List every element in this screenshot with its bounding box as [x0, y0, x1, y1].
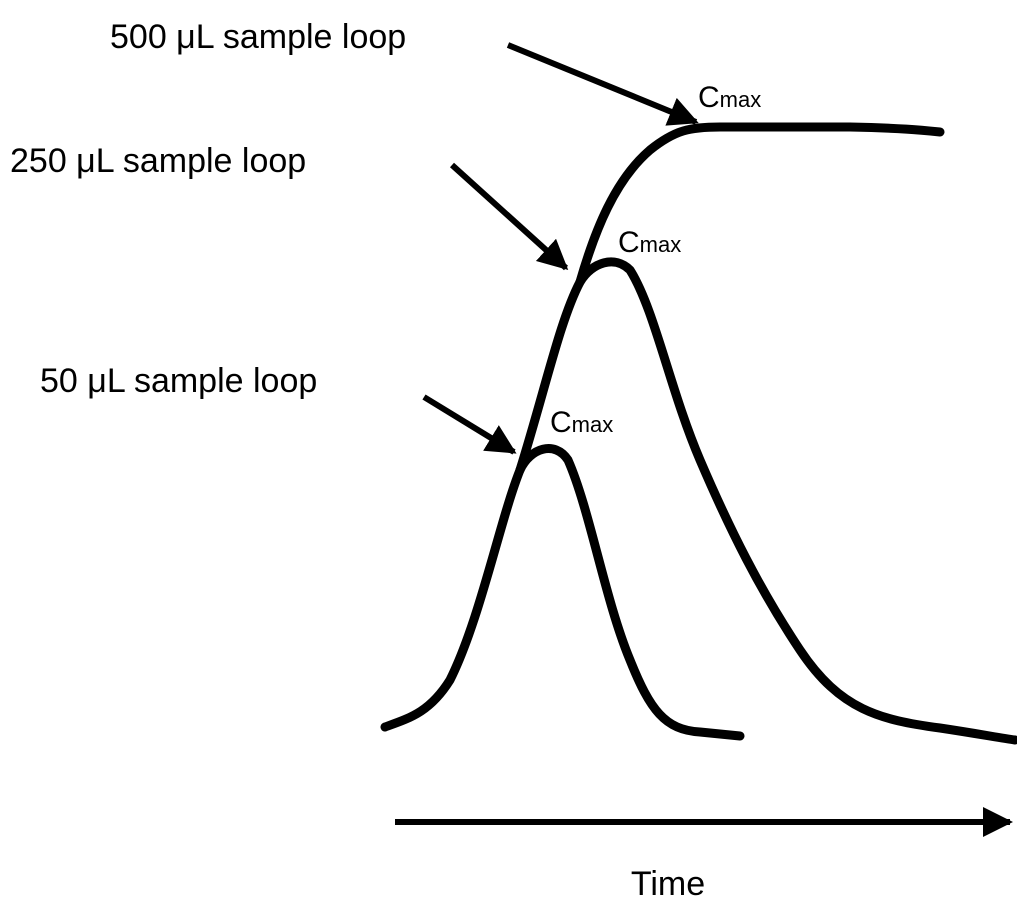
cmax-subscript: max	[572, 412, 614, 437]
pointer-arrow	[422, 394, 517, 455]
cmax-label: Cmax	[698, 81, 761, 114]
curve-250	[515, 257, 1017, 745]
loop-label: 500 μL sample loop	[110, 18, 406, 56]
curve-50	[380, 444, 745, 741]
pointer-arrow	[449, 162, 569, 271]
cmax-label: Cmax	[618, 226, 681, 259]
cmax-symbol: C	[618, 226, 640, 259]
pointer-arrow	[506, 42, 699, 126]
cmax-subscript: max	[640, 232, 682, 257]
curve-500	[575, 122, 945, 287]
loop-label: 50 μL sample loop	[40, 362, 317, 400]
time-label: Time	[631, 865, 705, 900]
cmax-symbol: C	[550, 406, 572, 439]
cmax-symbol: C	[698, 81, 720, 114]
cmax-subscript: max	[720, 87, 762, 112]
loop-label: 250 μL sample loop	[10, 142, 306, 180]
cmax-label: Cmax	[550, 406, 613, 439]
